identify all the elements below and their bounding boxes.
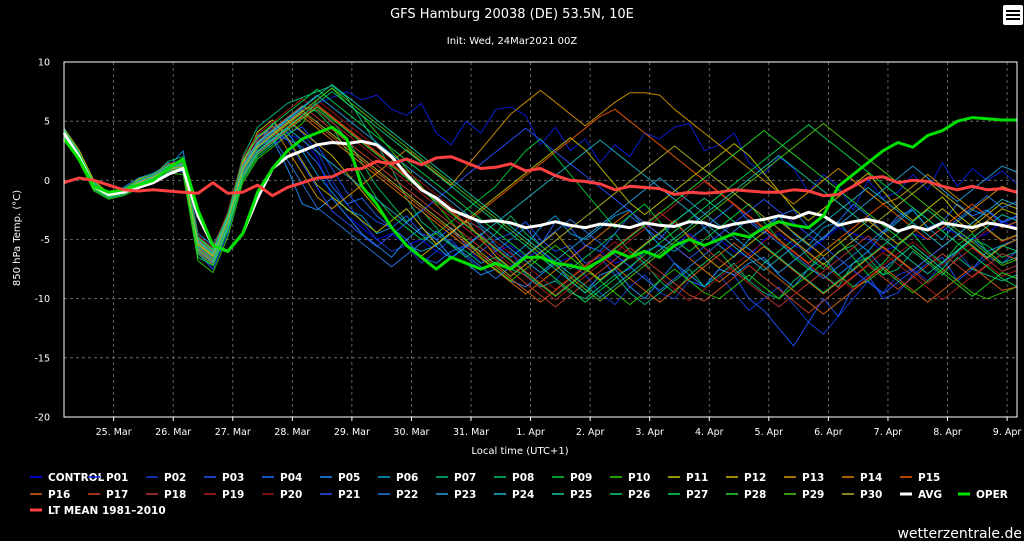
series-line-p30 xyxy=(63,110,1018,277)
legend-item-label: P16 xyxy=(48,489,70,501)
axes: 10 5 0 -5 -10 -15 -20 25. Mar 26. Mar 27. Mar 28. … xyxy=(34,58,1021,439)
legend-item-label: P20 xyxy=(280,489,302,501)
x-tick-label: 9. Apr xyxy=(993,427,1022,438)
x-tick-label: 2. Apr xyxy=(576,427,605,438)
legend-item-label: LT MEAN 1981–2010 xyxy=(48,505,166,517)
series-line-p25 xyxy=(63,84,1018,298)
chart-title: GFS Hamburg 20038 (DE) 53.5N, 10E xyxy=(390,7,634,22)
x-tick-label: 3. Apr xyxy=(635,427,664,438)
y-tick-label: -5 xyxy=(41,235,50,246)
legend-item-label: P05 xyxy=(338,472,360,484)
x-tick-label: 6. Apr xyxy=(814,427,843,438)
series-line-p29 xyxy=(63,87,1018,302)
legend-item-label: P27 xyxy=(686,489,708,501)
legend-item-label: P12 xyxy=(744,472,766,484)
legend-item-label: P14 xyxy=(860,472,882,484)
x-tick-label: 1. Apr xyxy=(516,427,545,438)
x-tick-label: 29. Mar xyxy=(334,427,370,438)
series-line-lt-mean-1981-2010 xyxy=(63,155,1018,198)
legend-item-label: P13 xyxy=(802,472,824,484)
legend-item-label: P24 xyxy=(512,489,534,501)
x-tick-label: 25. Mar xyxy=(96,427,132,438)
series-line-p07 xyxy=(63,85,1018,306)
legend-item-label: P03 xyxy=(222,472,244,484)
series-line-p08 xyxy=(63,108,1018,294)
legend-item-label: P10 xyxy=(628,472,650,484)
legend-item-label: P18 xyxy=(164,489,186,501)
legend-item-label: P06 xyxy=(396,472,418,484)
series-line-oper xyxy=(62,116,1017,271)
y-tick-label: -20 xyxy=(34,413,50,424)
x-tick-label: 27. Mar xyxy=(215,427,251,438)
legend-item-label: OPER xyxy=(976,489,1008,501)
series-layer xyxy=(62,84,1018,347)
series-line-p27 xyxy=(63,88,1018,303)
legend-item-label: P29 xyxy=(802,489,824,501)
legend-item-label: P17 xyxy=(106,489,128,501)
legend-item-label: AVG xyxy=(918,489,942,501)
x-tick-label: 26. Mar xyxy=(155,427,191,438)
legend-item-label: P09 xyxy=(570,472,592,484)
legend-item-label: P28 xyxy=(744,489,766,501)
legend-item-label: P02 xyxy=(164,472,186,484)
legend-item-label: P22 xyxy=(396,489,418,501)
legend: CONTROL P01 P02 P03 P04 P05 P06 P07 P08 P09 P10 P11… xyxy=(30,472,1008,517)
legend-item-label: P01 xyxy=(106,472,128,484)
y-tick-label: 0 xyxy=(44,176,50,187)
legend-item-label: P11 xyxy=(686,472,708,484)
y-tick-label: -10 xyxy=(34,294,50,305)
x-tick-label: 7. Apr xyxy=(874,427,903,438)
x-tick-label: 28. Mar xyxy=(274,427,310,438)
series-line-p19 xyxy=(63,98,1018,301)
x-tick-label: 31. Mar xyxy=(453,427,489,438)
series-line-p28 xyxy=(63,106,1018,297)
legend-item-label: P21 xyxy=(338,489,360,501)
series-line-p03 xyxy=(63,126,1018,347)
x-tick-label: 5. Apr xyxy=(755,427,784,438)
legend-item-label: P23 xyxy=(454,489,476,501)
chart-subtitle: Init: Wed, 24Mar2021 00Z xyxy=(447,36,578,47)
legend-item-label: P15 xyxy=(918,472,940,484)
legend-item-label: P26 xyxy=(628,489,650,501)
x-tick-label: 4. Apr xyxy=(695,427,724,438)
legend-item-label: P04 xyxy=(280,472,302,484)
series-line-p06 xyxy=(63,123,1018,258)
legend-item-label: P08 xyxy=(512,472,534,484)
watermark: wetterzentrale.de xyxy=(897,526,1022,541)
legend-item-label: CONTROL xyxy=(48,472,105,484)
plot-border xyxy=(63,61,1018,418)
y-tick-label: 5 xyxy=(44,117,50,128)
y-axis-label: 850 hPa Temp. (°C) xyxy=(12,190,23,286)
y-tick-label: 10 xyxy=(38,58,50,69)
legend-item-label: P30 xyxy=(860,489,882,501)
y-tick-label: -15 xyxy=(34,353,50,364)
x-tick-label: 8. Apr xyxy=(933,427,962,438)
series-line-p24 xyxy=(63,127,1018,271)
legend-item-label: P19 xyxy=(222,489,244,501)
x-tick-label: 30. Mar xyxy=(393,427,429,438)
legend-item-label: P07 xyxy=(454,472,476,484)
legend-item-label: P25 xyxy=(570,489,592,501)
hamburger-menu-icon[interactable] xyxy=(1003,5,1023,25)
x-axis-label: Local time (UTC+1) xyxy=(471,446,568,457)
